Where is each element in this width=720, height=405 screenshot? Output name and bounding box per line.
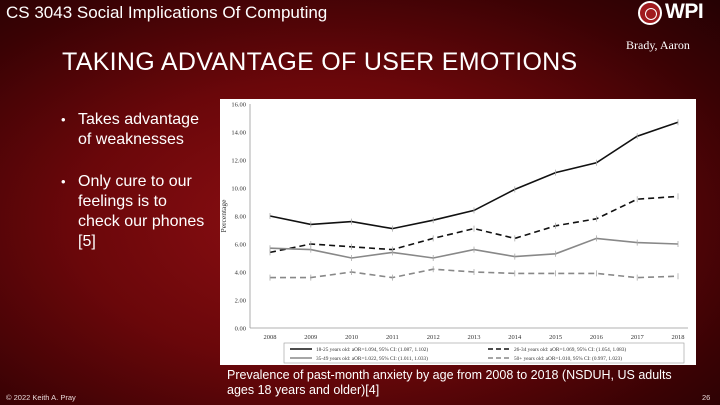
page-number: 26	[702, 393, 711, 402]
copyright: © 2022 Keith A. Pray	[6, 393, 76, 402]
x-tick-label: 2009	[304, 334, 317, 341]
wpi-logo: WPI	[665, 0, 704, 23]
slide-title: TAKING ADVANTAGE OF USER EMOTIONS	[62, 48, 578, 76]
course-title: CS 3043 Social Implications Of Computing	[6, 3, 328, 22]
x-tick-label: 2018	[672, 334, 685, 341]
series-line-1	[269, 195, 679, 254]
chart-caption: Prevalence of past-month anxiety by age …	[227, 368, 672, 397]
legend-label: 18-25 years old: aOR=1.094, 95% CI: (1.0…	[316, 346, 428, 353]
x-tick-label: 2011	[386, 334, 399, 341]
chart-canvas: 0.00 2.00 4.00 6.00 8.00 10.00 12.00 14.00 16.00…	[219, 102, 688, 364]
header-bar: CS 3043 Social Implications Of Computing…	[0, 0, 720, 28]
y-tick-label: 6.00	[235, 242, 246, 249]
y-axis-title: Percentage	[220, 199, 228, 233]
x-tick-label: 2008	[264, 334, 277, 341]
bullet-item: Takes advantage of weaknesses	[58, 110, 208, 150]
y-tick-label: 16.00	[231, 102, 246, 109]
bullet-list: Takes advantage of weaknesses Only cure …	[58, 110, 208, 274]
x-tick-label: 2010	[345, 334, 358, 341]
anxiety-chart: 0.00 2.00 4.00 6.00 8.00 10.00 12.00 14.00 16.00…	[219, 99, 696, 365]
author-name: Brady, Aaron	[626, 38, 690, 52]
wpi-seal-icon	[638, 1, 662, 25]
y-tick-label: 8.00	[235, 214, 246, 221]
legend-box	[283, 342, 685, 364]
y-tick-label: 2.00	[235, 298, 246, 305]
legend-label: 26-34 years old: aOR=1.069, 95% CI: (1.0…	[514, 346, 626, 353]
y-tick-label: 12.00	[231, 158, 246, 165]
x-tick-label: 2012	[427, 334, 440, 341]
legend-label: 50+ years old: aOR=1.010, 95% CI: (0.997…	[514, 355, 622, 362]
x-tick-label: 2015	[549, 334, 562, 341]
y-tick-label: 14.00	[231, 130, 246, 137]
x-tick-label: 2014	[508, 334, 522, 341]
y-tick-label: 10.00	[231, 186, 246, 193]
x-tick-label: 2013	[468, 334, 481, 341]
y-tick-label: 4.00	[235, 270, 246, 277]
bullet-item: Only cure to our feelings is to check ou…	[58, 172, 208, 252]
x-tick-label: 2016	[590, 334, 604, 341]
x-tick-label: 2017	[631, 334, 645, 341]
legend-label: 35-49 years old: aOR=1.022, 95% CI: (1.0…	[316, 355, 428, 362]
y-tick-label: 0.00	[235, 326, 246, 333]
